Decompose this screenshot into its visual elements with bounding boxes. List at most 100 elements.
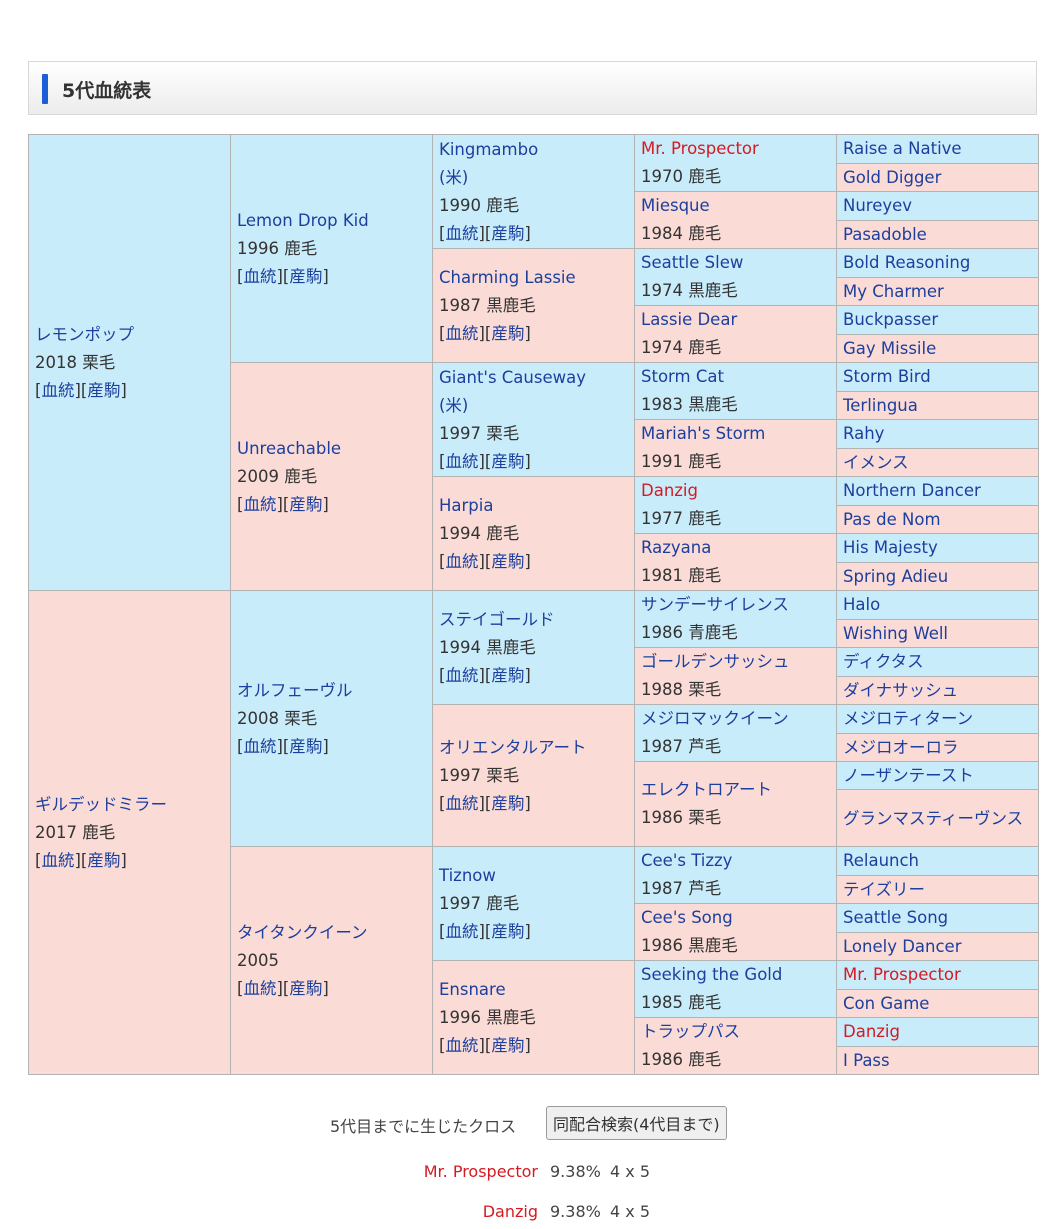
progeny-link[interactable]: 産駒 bbox=[491, 1035, 525, 1055]
pedigree-link[interactable]: 血統 bbox=[41, 380, 75, 400]
progeny-link[interactable]: 産駒 bbox=[289, 494, 323, 514]
horse-name-link[interactable]: Gold Digger bbox=[843, 167, 942, 187]
pedigree-link[interactable]: 血統 bbox=[445, 551, 479, 571]
cross-label: 5代目までに生じたクロス bbox=[330, 1117, 517, 1136]
pedigree-link[interactable]: 血統 bbox=[243, 494, 277, 514]
horse-name-link[interactable]: Nureyev bbox=[843, 196, 913, 216]
pedigree-link[interactable]: 血統 bbox=[445, 921, 479, 941]
horse-name-link[interactable]: Mr. Prospector bbox=[843, 965, 961, 985]
horse-name-link[interactable]: グランマスティーヴンス bbox=[843, 808, 1024, 828]
horse-name-link[interactable]: His Majesty bbox=[843, 538, 938, 558]
horse-name-link[interactable]: Buckpasser bbox=[843, 310, 939, 330]
progeny-link[interactable]: 産駒 bbox=[87, 380, 121, 400]
progeny-link[interactable]: 産駒 bbox=[491, 551, 525, 571]
horse-name-link[interactable]: Pas de Nom bbox=[843, 509, 941, 529]
horse-name-link[interactable]: ゴールデンサッシュ bbox=[641, 652, 790, 671]
horse-name-link[interactable]: Tiznow bbox=[439, 865, 496, 885]
horse-name-link[interactable]: Ensnare bbox=[439, 979, 506, 999]
horse-name-link[interactable]: Rahy bbox=[843, 424, 885, 444]
progeny-link[interactable]: 産駒 bbox=[289, 978, 323, 998]
pedigree-link[interactable]: 血統 bbox=[445, 223, 479, 243]
pedigree-link[interactable]: 血統 bbox=[445, 451, 479, 471]
horse-name-link[interactable]: Halo bbox=[843, 595, 881, 615]
horse-name-link[interactable]: Razyana bbox=[641, 538, 712, 557]
horse-name-link[interactable]: Pasadoble bbox=[843, 224, 927, 244]
horse-name-link[interactable]: Mr. Prospector bbox=[641, 139, 759, 158]
horse-name-link[interactable]: ダイナサッシュ bbox=[843, 680, 959, 700]
progeny-link[interactable]: 産駒 bbox=[491, 921, 525, 941]
horse-name-link[interactable]: Mariah's Storm bbox=[641, 424, 766, 443]
progeny-link[interactable]: 産駒 bbox=[289, 266, 323, 286]
pedigree-link[interactable]: 血統 bbox=[445, 1035, 479, 1055]
horse-name-link[interactable]: Lemon Drop Kid bbox=[237, 210, 369, 230]
same-mating-search-button[interactable]: 同配合検索(4代目まで) bbox=[546, 1106, 727, 1140]
horse-name-link[interactable]: Con Game bbox=[843, 993, 930, 1013]
horse-name-link[interactable]: Cee's Tizzy bbox=[641, 851, 733, 870]
progeny-link[interactable]: 産駒 bbox=[491, 323, 525, 343]
horse-year: 1997 bbox=[439, 765, 481, 785]
horse-name-link[interactable]: Cee's Song bbox=[641, 908, 733, 927]
horse-name-link[interactable]: トラップパス bbox=[641, 1022, 740, 1041]
progeny-link[interactable]: 産駒 bbox=[491, 665, 525, 685]
progeny-link[interactable]: 産駒 bbox=[87, 850, 121, 870]
horse-name-link[interactable]: Northern Dancer bbox=[843, 481, 981, 501]
horse-name-link[interactable]: Kingmambo bbox=[439, 139, 539, 159]
horse-name-link[interactable]: Danzig bbox=[843, 1022, 900, 1042]
cross-horse-link[interactable]: Danzig bbox=[482, 1202, 538, 1221]
pedigree-link[interactable]: 血統 bbox=[445, 793, 479, 813]
pedigree-link[interactable]: 血統 bbox=[243, 266, 277, 286]
horse-name-link[interactable]: Storm Bird bbox=[843, 367, 931, 387]
horse-links: [血統][産駒] bbox=[237, 494, 329, 514]
pedigree-link[interactable]: 血統 bbox=[445, 323, 479, 343]
horse-name-link[interactable]: Storm Cat bbox=[641, 367, 724, 386]
horse-name-link[interactable]: ステイゴールド bbox=[439, 609, 555, 629]
horse-name-link[interactable]: My Charmer bbox=[843, 281, 944, 301]
horse-name-link[interactable]: Harpia bbox=[439, 495, 494, 515]
horse-name-link[interactable]: Lassie Dear bbox=[641, 310, 738, 329]
horse-name-link[interactable]: Giant's Causeway bbox=[439, 367, 586, 387]
horse-links: [血統][産駒] bbox=[439, 665, 531, 685]
horse-name-link[interactable]: ノーザンテースト bbox=[843, 766, 974, 785]
pedigree-link[interactable]: 血統 bbox=[41, 850, 75, 870]
horse-name-link[interactable]: I Pass bbox=[843, 1050, 890, 1070]
horse-name-link[interactable]: Seattle Slew bbox=[641, 253, 744, 272]
horse-name-link[interactable]: Charming Lassie bbox=[439, 267, 576, 287]
horse-name-link[interactable]: オリエンタルアート bbox=[439, 737, 587, 757]
horse-name-link[interactable]: Gay Missile bbox=[843, 338, 937, 358]
horse-coat: 黒鹿毛 bbox=[486, 1007, 536, 1027]
cross-horse-link[interactable]: Mr. Prospector bbox=[423, 1162, 538, 1181]
pedigree-cell-gen4: メジロマックイーン 1987 芦毛 bbox=[634, 704, 837, 762]
progeny-link[interactable]: 産駒 bbox=[491, 451, 525, 471]
horse-name-link[interactable]: Seeking the Gold bbox=[641, 965, 783, 984]
horse-name-link[interactable]: メジロオーロラ bbox=[843, 737, 959, 757]
horse-name-link[interactable]: Seattle Song bbox=[843, 908, 949, 928]
horse-name-link[interactable]: メジロティターン bbox=[843, 709, 974, 729]
progeny-link[interactable]: 産駒 bbox=[289, 736, 323, 756]
horse-name-link[interactable]: イメンス bbox=[843, 452, 909, 472]
horse-name-link[interactable]: Relaunch bbox=[843, 851, 920, 871]
pedigree-row: ギルデッドミラー 2017 鹿毛 [血統][産駒] オルフェーヴル 2008 栗毛 [血統… bbox=[28, 590, 1039, 1075]
horse-name-link[interactable]: ギルデッドミラー bbox=[35, 794, 167, 814]
horse-name-link[interactable]: レモンポップ bbox=[35, 324, 134, 344]
pedigree-link[interactable]: 血統 bbox=[445, 665, 479, 685]
horse-name-link[interactable]: Bold Reasoning bbox=[843, 253, 971, 273]
pedigree-link[interactable]: 血統 bbox=[243, 736, 277, 756]
progeny-link[interactable]: 産駒 bbox=[491, 793, 525, 813]
horse-name-link[interactable]: Wishing Well bbox=[843, 623, 949, 643]
horse-name-link[interactable]: テイズリー bbox=[843, 879, 926, 899]
horse-name-link[interactable]: タイタンクイーン bbox=[237, 922, 368, 942]
horse-name-link[interactable]: オルフェーヴル bbox=[237, 680, 353, 700]
horse-name-link[interactable]: エレクトロアート bbox=[641, 780, 773, 799]
horse-name-link[interactable]: Spring Adieu bbox=[843, 566, 949, 586]
horse-name-link[interactable]: Miesque bbox=[641, 196, 710, 215]
progeny-link[interactable]: 産駒 bbox=[491, 223, 525, 243]
horse-name-link[interactable]: Lonely Dancer bbox=[843, 936, 962, 956]
horse-name-link[interactable]: Terlingua bbox=[843, 395, 918, 415]
horse-name-link[interactable]: メジロマックイーン bbox=[641, 709, 789, 728]
pedigree-link[interactable]: 血統 bbox=[243, 978, 277, 998]
horse-name-link[interactable]: ディクタス bbox=[843, 652, 924, 672]
horse-name-link[interactable]: サンデーサイレンス bbox=[641, 595, 789, 614]
horse-name-link[interactable]: Raise a Native bbox=[843, 139, 962, 159]
horse-name-link[interactable]: Unreachable bbox=[237, 438, 342, 458]
horse-name-link[interactable]: Danzig bbox=[641, 481, 698, 500]
